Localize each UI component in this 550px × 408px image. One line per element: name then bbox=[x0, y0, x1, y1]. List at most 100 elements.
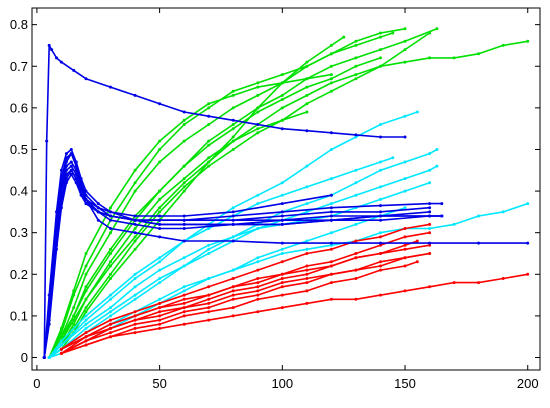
y-tick-label: 0.8 bbox=[10, 17, 28, 32]
series-line-33 bbox=[43, 161, 442, 358]
data-point bbox=[501, 277, 505, 280]
data-point bbox=[133, 181, 137, 185]
data-point bbox=[158, 260, 162, 264]
data-point bbox=[379, 235, 382, 239]
series-line-5 bbox=[48, 57, 381, 358]
data-point bbox=[158, 160, 162, 164]
data-point bbox=[133, 218, 137, 222]
data-point bbox=[305, 164, 309, 168]
data-point bbox=[158, 277, 162, 280]
data-point bbox=[133, 285, 137, 289]
y-tick-label: 0.7 bbox=[10, 59, 28, 74]
data-point bbox=[256, 297, 260, 301]
y-tick-label: 0.4 bbox=[10, 184, 28, 199]
data-point bbox=[74, 164, 78, 168]
data-point bbox=[354, 239, 358, 243]
data-point bbox=[256, 127, 260, 131]
data-point bbox=[256, 85, 260, 89]
data-point bbox=[379, 160, 382, 164]
data-point bbox=[379, 185, 382, 189]
data-point bbox=[55, 56, 58, 60]
data-point bbox=[84, 202, 88, 206]
data-point bbox=[72, 68, 76, 72]
data-point bbox=[72, 322, 76, 326]
data-point bbox=[329, 241, 333, 245]
data-point bbox=[231, 123, 235, 126]
data-point bbox=[379, 214, 382, 218]
data-point bbox=[84, 335, 88, 339]
data-point bbox=[403, 60, 407, 64]
data-point bbox=[256, 260, 260, 264]
data-point bbox=[231, 89, 235, 93]
series-2 bbox=[47, 27, 439, 359]
data-point bbox=[329, 177, 333, 181]
data-point bbox=[109, 293, 112, 297]
series-line-25 bbox=[43, 44, 405, 358]
data-point bbox=[207, 301, 211, 305]
data-point bbox=[305, 301, 309, 305]
data-point bbox=[55, 227, 58, 230]
data-point bbox=[329, 281, 333, 285]
data-point bbox=[329, 210, 333, 214]
data-point bbox=[329, 297, 333, 301]
data-point bbox=[428, 252, 432, 255]
data-point bbox=[354, 252, 358, 255]
data-point bbox=[329, 73, 333, 77]
data-point bbox=[207, 102, 211, 106]
data-point bbox=[440, 202, 444, 206]
data-point bbox=[182, 239, 186, 243]
data-point bbox=[69, 160, 73, 164]
data-point bbox=[329, 264, 333, 268]
data-point bbox=[256, 106, 260, 110]
data-point bbox=[256, 268, 260, 272]
data-point bbox=[403, 235, 407, 239]
data-point bbox=[84, 318, 88, 322]
data-point bbox=[59, 335, 63, 339]
data-point bbox=[182, 256, 186, 260]
series-31 bbox=[42, 152, 333, 359]
data-point bbox=[133, 93, 137, 97]
data-point bbox=[158, 197, 162, 201]
data-point bbox=[280, 252, 284, 255]
data-point bbox=[403, 114, 407, 118]
data-point bbox=[428, 227, 432, 230]
data-point bbox=[329, 81, 333, 85]
data-point bbox=[428, 202, 432, 206]
data-point bbox=[158, 218, 162, 222]
data-point bbox=[182, 139, 186, 143]
data-point bbox=[59, 168, 63, 172]
data-point bbox=[428, 241, 432, 245]
series-line-21 bbox=[61, 252, 430, 350]
series-line-13 bbox=[48, 165, 438, 359]
x-tick-label: 100 bbox=[271, 376, 293, 391]
data-point bbox=[231, 306, 235, 310]
series-line-16 bbox=[48, 157, 394, 358]
data-point bbox=[133, 272, 137, 276]
data-point bbox=[231, 127, 235, 131]
data-point bbox=[379, 197, 382, 201]
data-point bbox=[182, 164, 186, 168]
data-point bbox=[182, 293, 186, 297]
series-23 bbox=[59, 252, 432, 355]
data-point bbox=[84, 285, 88, 289]
data-point bbox=[329, 131, 333, 135]
data-point bbox=[329, 247, 333, 251]
data-point bbox=[428, 210, 432, 214]
data-point bbox=[84, 339, 88, 343]
data-point bbox=[305, 77, 309, 81]
data-point bbox=[72, 318, 76, 322]
data-point bbox=[47, 310, 51, 314]
data-point bbox=[59, 347, 63, 351]
data-point bbox=[133, 331, 137, 335]
data-point bbox=[329, 77, 333, 81]
data-point bbox=[428, 214, 432, 218]
data-point bbox=[69, 152, 73, 156]
data-point bbox=[280, 118, 284, 122]
data-point bbox=[305, 185, 309, 189]
data-point bbox=[84, 314, 88, 318]
data-point bbox=[133, 168, 137, 172]
data-point bbox=[256, 193, 260, 197]
data-point bbox=[354, 277, 358, 280]
data-point bbox=[428, 231, 432, 235]
data-point bbox=[158, 235, 162, 239]
